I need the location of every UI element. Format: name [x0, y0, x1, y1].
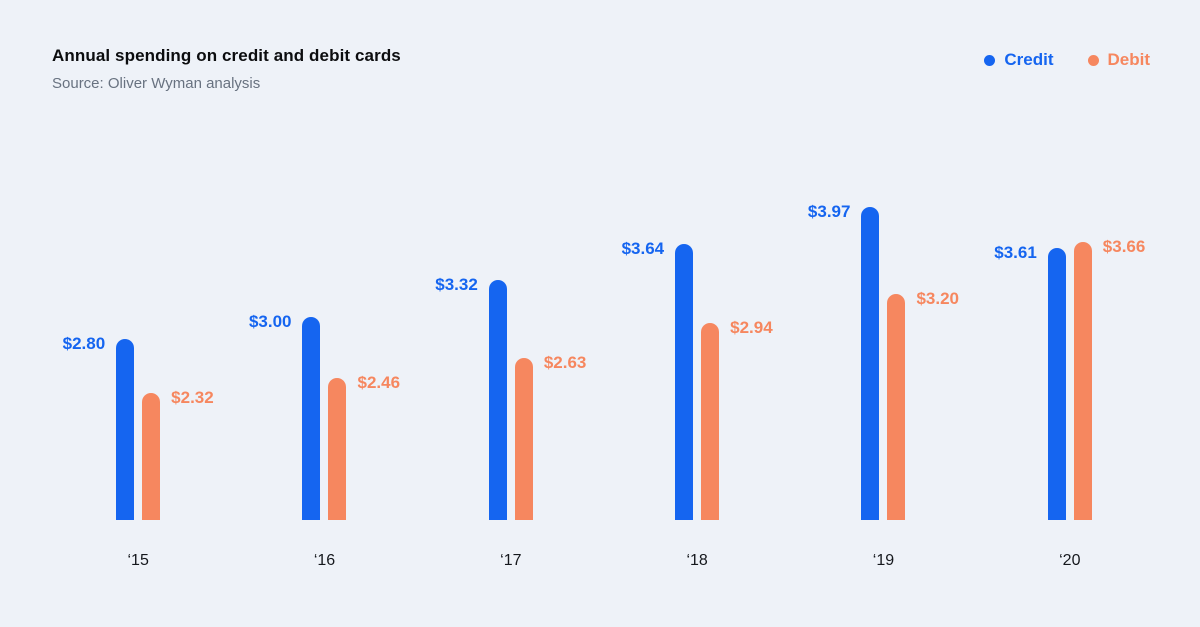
bar-group: $3.97 $3.20 ‘19 — [790, 140, 976, 569]
legend-label: Debit — [1107, 50, 1151, 69]
legend-label: Credit — [1004, 50, 1054, 69]
chart-title: Annual spending on credit and debit card… — [52, 46, 401, 65]
debit-bar: $2.94 — [701, 319, 773, 520]
debit-bar: $2.32 — [142, 389, 214, 520]
debit-value-label: $2.46 — [357, 373, 401, 392]
debit-bar: $2.63 — [514, 354, 586, 520]
chart-header: Annual spending on credit and debit card… — [52, 46, 401, 92]
credit-value-label: $3.32 — [435, 275, 478, 294]
credit-bar: $3.64 — [622, 240, 694, 520]
bar-chart: $2.80 $2.32 ‘15 $3.00 $2.46 ‘16 $3.32 $2.63 ‘17 $… — [45, 140, 1163, 569]
year-label: ‘20 — [1059, 552, 1081, 569]
debit-value-label: $3.66 — [1102, 237, 1146, 256]
debit-bar: $2.46 — [328, 374, 400, 520]
credit-bar: $3.97 — [808, 203, 880, 520]
debit-bar: $3.20 — [887, 290, 959, 520]
year-label: ‘16 — [313, 552, 336, 569]
bar-group: $3.61 $3.66 ‘20 — [977, 140, 1163, 569]
credit-bar: $2.80 — [63, 335, 135, 520]
debit-value-label: $2.94 — [730, 318, 773, 337]
credit-value-label: $3.97 — [807, 202, 851, 221]
bar-group: $3.00 $2.46 ‘16 — [231, 140, 417, 569]
year-label: ‘18 — [686, 552, 708, 569]
credit-value-label: $3.61 — [994, 243, 1037, 262]
year-label: ‘19 — [872, 552, 895, 569]
legend-dot-icon — [984, 54, 996, 66]
bar-group: $3.64 $2.94 ‘18 — [604, 140, 790, 569]
debit-value-label: $2.63 — [543, 353, 587, 372]
credit-value-label: $3.00 — [248, 312, 292, 331]
bar-group: $3.32 $2.63 ‘17 — [418, 140, 604, 569]
legend: Credit Debit — [984, 50, 1150, 70]
credit-bar: $3.00 — [249, 313, 321, 520]
credit-bar: $3.61 — [994, 244, 1066, 520]
year-label: ‘15 — [127, 552, 149, 569]
debit-bar: $3.66 — [1073, 238, 1145, 520]
legend-dot-icon — [1087, 54, 1099, 66]
debit-value-label: $2.32 — [171, 388, 214, 407]
bar-group: $2.80 $2.32 ‘15 — [45, 140, 231, 569]
year-label: ‘17 — [500, 552, 522, 569]
legend-item-debit: Debit — [1087, 50, 1151, 70]
chart-source: Source: Oliver Wyman analysis — [52, 75, 261, 92]
credit-value-label: $2.80 — [62, 334, 106, 353]
credit-value-label: $3.64 — [621, 239, 665, 258]
legend-item-credit: Credit — [984, 50, 1054, 70]
credit-bar: $3.32 — [435, 276, 507, 520]
debit-value-label: $3.20 — [916, 289, 960, 308]
